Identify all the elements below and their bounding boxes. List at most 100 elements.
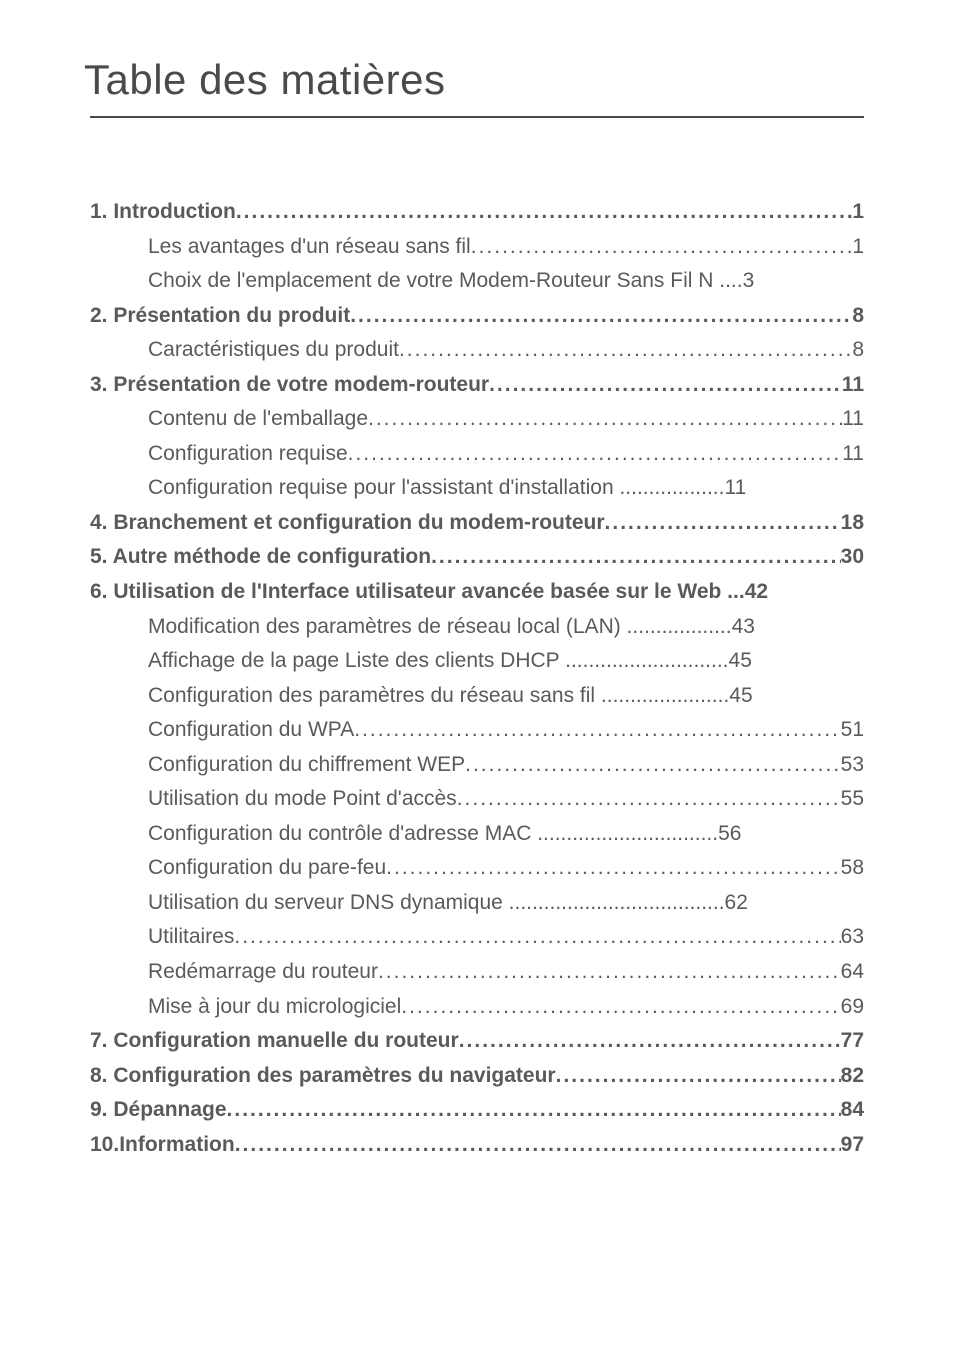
toc-entry-label: 1. Introduction (90, 196, 236, 229)
toc-leader-dots (399, 334, 852, 367)
page-title: Table des matières (84, 56, 864, 104)
toc-entry-label: Configuration requise (148, 438, 348, 471)
toc-entry-page: 53 (841, 749, 864, 782)
toc-entry: Configuration requise 11 (90, 438, 864, 471)
toc-entry-page: 11 (842, 403, 864, 436)
toc-entry: Les avantages d'un réseau sans fil 1 (90, 231, 864, 264)
toc-leader-dots (348, 438, 843, 471)
toc-leader-dots (227, 1094, 841, 1127)
toc-entry-label: Configuration du WPA (148, 714, 354, 747)
toc-entry: Mise à jour du micrologiciel 69 (90, 991, 864, 1024)
toc-leader-dots (465, 749, 841, 782)
toc-entry-label: Caractéristiques du produit (148, 334, 399, 367)
toc-entry: Redémarrage du routeur 64 (90, 956, 864, 989)
toc-entry: 10.Information97 (90, 1129, 864, 1162)
toc-entry: Contenu de l'emballage 11 (90, 403, 864, 436)
toc-entry: 2. Présentation du produit8 (90, 300, 864, 333)
toc-entry-page: 11 (724, 472, 746, 505)
toc-entry: 4. Branchement et configuration du modem… (90, 507, 864, 540)
toc-entry: 1. Introduction1 (90, 196, 864, 229)
toc-entry-page: 55 (841, 783, 864, 816)
toc-entry: 5. Autre méthode de configuration 30 (90, 541, 864, 574)
toc-entry-label: 6. Utilisation de l'Interface utilisateu… (90, 576, 745, 609)
toc-entry-page: 30 (841, 541, 864, 574)
toc-leader-dots (471, 231, 853, 264)
toc-entry-page: 82 (841, 1060, 864, 1093)
toc-list: 1. Introduction1Les avantages d'un résea… (90, 196, 864, 1161)
toc-leader-dots (378, 956, 841, 989)
toc-entry-page: 8 (852, 300, 864, 333)
toc-entry-page: 84 (841, 1094, 864, 1127)
toc-entry-page: 69 (841, 991, 864, 1024)
toc-entry: Modification des paramètres de réseau lo… (90, 611, 864, 644)
toc-leader-dots (386, 852, 840, 885)
toc-leader-dots (459, 1025, 841, 1058)
toc-entry-label: Modification des paramètres de réseau lo… (148, 611, 732, 644)
toc-entry-page: 42 (745, 576, 768, 609)
toc-entry-label: 3. Présentation de votre modem-routeur (90, 369, 489, 402)
toc-entry-page: 62 (725, 887, 748, 920)
toc-entry-label: Les avantages d'un réseau sans fil (148, 231, 471, 264)
toc-entry: Choix de l'emplacement de votre Modem-Ro… (90, 265, 864, 298)
toc-entry-label: 8. Configuration des paramètres du navig… (90, 1060, 556, 1093)
toc-entry-label: Utilisation du serveur DNS dynamique ...… (148, 887, 725, 920)
toc-entry: 3. Présentation de votre modem-routeur 11 (90, 369, 864, 402)
toc-entry-page: 58 (841, 852, 864, 885)
toc-entry-label: Configuration du pare-feu (148, 852, 386, 885)
toc-entry-page: 3 (743, 265, 755, 298)
toc-entry-label: Contenu de l'emballage (148, 403, 368, 436)
toc-entry-page: 64 (841, 956, 864, 989)
toc-entry: Utilisation du mode Point d'accès 55 (90, 783, 864, 816)
toc-entry-page: 45 (729, 680, 752, 713)
toc-entry-label: 5. Autre méthode de configuration (90, 541, 431, 574)
toc-entry-label: Configuration des paramètres du réseau s… (148, 680, 729, 713)
toc-entry-page: 11 (842, 369, 864, 402)
toc-entry: Configuration du contrôle d'adresse MAC … (90, 818, 864, 851)
toc-entry: 8. Configuration des paramètres du navig… (90, 1060, 864, 1093)
toc-leader-dots (236, 196, 852, 229)
toc-entry-page: 43 (732, 611, 755, 644)
toc-leader-dots (401, 991, 840, 1024)
toc-entry-page: 51 (841, 714, 864, 747)
toc-entry: Configuration du chiffrement WEP 53 (90, 749, 864, 782)
toc-leader-dots (457, 783, 841, 816)
toc-entry: Configuration des paramètres du réseau s… (90, 680, 864, 713)
toc-entry-page: 56 (718, 818, 741, 851)
toc-entry: Affichage de la page Liste des clients D… (90, 645, 864, 678)
toc-entry: Utilisation du serveur DNS dynamique ...… (90, 887, 864, 920)
toc-entry-page: 8 (852, 334, 864, 367)
toc-leader-dots (556, 1060, 841, 1093)
toc-entry-page: 63 (841, 921, 864, 954)
toc-entry-label: Utilisation du mode Point d'accès (148, 783, 457, 816)
toc-entry-label: Configuration du contrôle d'adresse MAC … (148, 818, 718, 851)
toc-entry: 9. Dépannage 84 (90, 1094, 864, 1127)
toc-leader-dots (354, 714, 840, 747)
toc-entry-label: Choix de l'emplacement de votre Modem-Ro… (148, 265, 743, 298)
toc-leader-dots (235, 1129, 841, 1162)
toc-entry-label: 9. Dépannage (90, 1094, 227, 1127)
toc-entry-label: Configuration requise pour l'assistant d… (148, 472, 724, 505)
toc-entry: Configuration du pare-feu 58 (90, 852, 864, 885)
toc-leader-dots (350, 300, 852, 333)
toc-entry: 7. Configuration manuelle du routeur 77 (90, 1025, 864, 1058)
toc-entry-page: 45 (729, 645, 752, 678)
toc-entry-label: Redémarrage du routeur (148, 956, 378, 989)
toc-leader-dots (431, 541, 841, 574)
toc-entry-label: 7. Configuration manuelle du routeur (90, 1025, 459, 1058)
title-rule (90, 116, 864, 118)
toc-leader-dots (489, 369, 842, 402)
toc-entry-page: 77 (841, 1025, 864, 1058)
toc-entry: Configuration du WPA 51 (90, 714, 864, 747)
toc-entry: Utilitaires 63 (90, 921, 864, 954)
page: Table des matières 1. Introduction1Les a… (0, 0, 954, 1363)
toc-entry-page: 11 (842, 438, 864, 471)
toc-entry-page: 18 (841, 507, 864, 540)
toc-entry-label: Affichage de la page Liste des clients D… (148, 645, 729, 678)
toc-entry-label: Utilitaires (148, 921, 234, 954)
toc-leader-dots (368, 403, 842, 436)
toc-leader-dots (234, 921, 840, 954)
toc-entry-label: Configuration du chiffrement WEP (148, 749, 465, 782)
toc-entry-page: 1 (852, 231, 864, 264)
toc-entry: 6. Utilisation de l'Interface utilisateu… (90, 576, 864, 609)
toc-entry-label: 10.Information (90, 1129, 235, 1162)
